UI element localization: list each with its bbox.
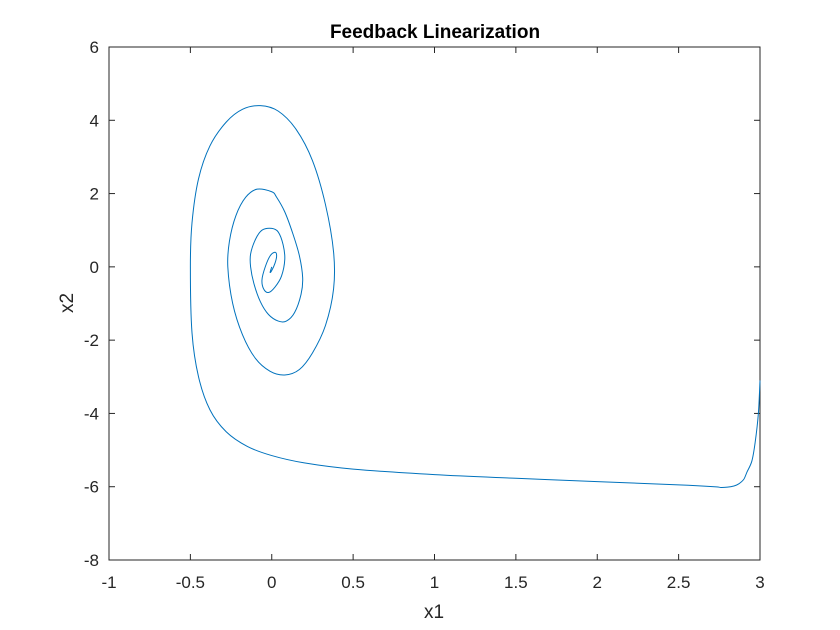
y-tick-label: -6 xyxy=(84,478,99,497)
x-tick-label: -0.5 xyxy=(176,573,205,592)
x-tick-label: 1 xyxy=(430,573,439,592)
y-tick-label: 2 xyxy=(90,185,99,204)
y-axis-label: x2 xyxy=(57,293,78,313)
y-tick-label: 0 xyxy=(90,258,99,277)
x-tick-label: 1.5 xyxy=(504,573,528,592)
plot-area xyxy=(108,46,761,561)
y-tick-label: -4 xyxy=(84,404,99,423)
x-tick-label: 3 xyxy=(755,573,764,592)
y-tick-label: 6 xyxy=(90,38,99,57)
series-layer xyxy=(189,105,761,488)
x-tick-label: 0 xyxy=(267,573,276,592)
chart-title: Feedback Linearization xyxy=(330,22,540,43)
x-tick-label: -1 xyxy=(101,573,116,592)
x-axis-label: x1 xyxy=(424,602,444,623)
axis-ticks: -1 -0.5 0 0.5 1 1.5 2 2.5 3 6 4 2 0 -2 -4 -6 -8 xyxy=(84,38,765,592)
x-tick-label: 2 xyxy=(593,573,602,592)
x-tick-label: 2.5 xyxy=(667,573,691,592)
trajectory-line xyxy=(189,105,761,488)
y-tick-label: -2 xyxy=(84,331,99,350)
y-tick-label: -8 xyxy=(84,551,99,570)
x-tick-label: 0.5 xyxy=(341,573,365,592)
y-tick-label: 4 xyxy=(90,111,99,130)
